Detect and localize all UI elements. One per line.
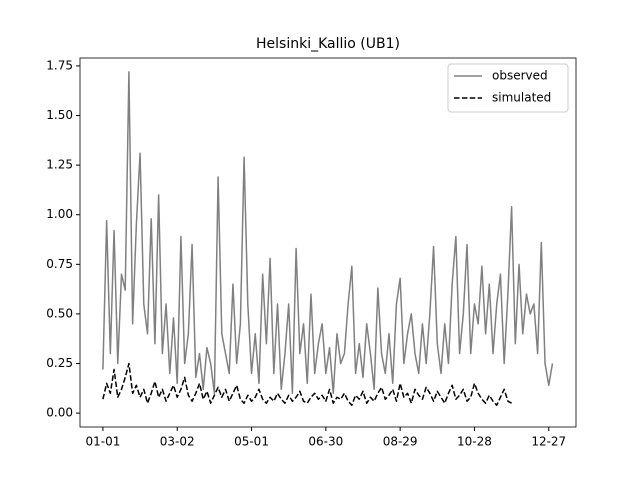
x-tick-label: 01-01 [85, 435, 120, 449]
y-tick-label: 1.50 [46, 108, 73, 122]
y-tick-label: 1.25 [46, 158, 73, 172]
y-tick-label: 0.50 [46, 306, 73, 320]
y-tick-label: 0.25 [46, 356, 73, 370]
x-tick-label: 08-29 [383, 435, 418, 449]
x-tick-label: 12-27 [531, 435, 566, 449]
x-tick-label: 06-30 [308, 435, 343, 449]
y-tick-label: 0.75 [46, 257, 73, 271]
chart-title: Helsinki_Kallio (UB1) [256, 36, 400, 52]
legend-label: simulated [492, 91, 551, 105]
y-tick-label: 1.75 [46, 58, 73, 72]
legend-label: observed [492, 69, 548, 83]
x-tick-label: 03-02 [160, 435, 195, 449]
x-tick-label: 10-28 [457, 435, 492, 449]
line-observed [102, 71, 554, 395]
y-tick-label: 1.00 [46, 207, 73, 221]
y-tick-label: 0.00 [46, 406, 73, 420]
x-tick-label: 05-01 [234, 435, 269, 449]
line-simulated [102, 362, 512, 406]
plot-frame [79, 57, 577, 428]
